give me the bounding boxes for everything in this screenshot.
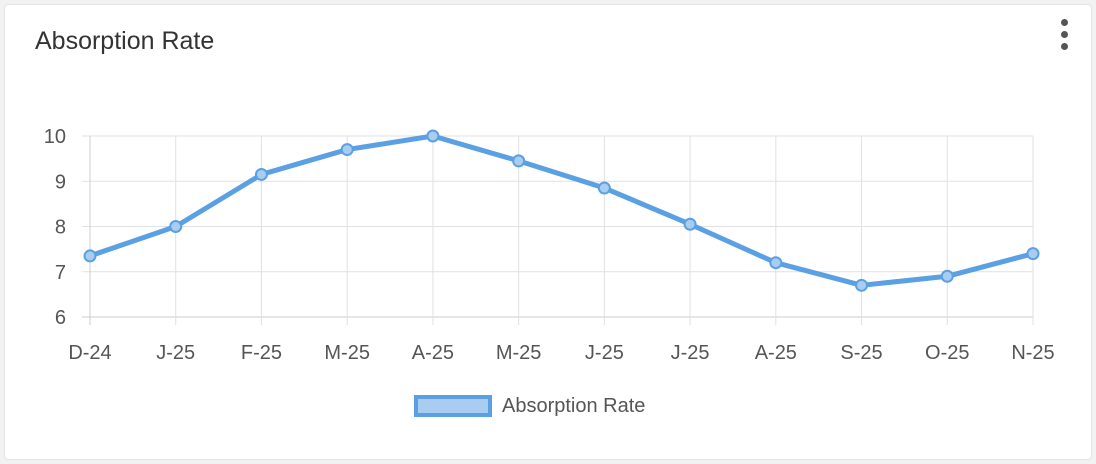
chart-legend[interactable]: Absorption Rate (414, 391, 645, 421)
x-tick-label: A-25 (755, 342, 797, 364)
card-title: Absorption Rate (35, 27, 215, 55)
x-tick-label: J-25 (156, 342, 195, 364)
legend-swatch (414, 395, 492, 417)
series-layer (83, 129, 1040, 292)
legend-label: Absorption Rate (502, 394, 646, 417)
y-axis-ticks: 6 7 8 9 10 (44, 126, 66, 329)
series-line (87, 133, 1036, 288)
x-tick-label: J-25 (585, 342, 624, 364)
data-point[interactable] (426, 129, 440, 143)
x-tick-label: M-25 (324, 342, 370, 364)
data-point[interactable] (683, 217, 697, 231)
x-tick-label: J-25 (671, 342, 710, 364)
data-point[interactable] (169, 220, 183, 233)
chart-card: Absorption Rate (4, 4, 1092, 460)
y-tick-label: 9 (55, 171, 66, 193)
data-point[interactable] (769, 256, 783, 270)
data-point[interactable] (512, 154, 526, 168)
x-tick-label: S-25 (840, 342, 882, 364)
x-tick-label: M-25 (496, 342, 542, 364)
data-point[interactable] (597, 181, 611, 195)
data-point[interactable] (340, 143, 354, 157)
y-tick-label: 8 (55, 217, 66, 239)
x-tick-label: N-25 (1011, 342, 1054, 364)
data-point[interactable] (940, 269, 954, 283)
y-tick-label: 10 (44, 126, 66, 148)
x-tick-label: A-25 (412, 342, 454, 364)
x-tick-label: O-25 (925, 342, 969, 364)
x-tick-label: F-25 (241, 342, 282, 364)
y-tick-label: 7 (55, 262, 66, 284)
data-point[interactable] (83, 249, 97, 263)
grid-layer (82, 135, 1034, 325)
x-tick-label: D-24 (68, 342, 111, 364)
data-point[interactable] (1026, 247, 1040, 261)
data-point[interactable] (855, 278, 869, 292)
x-axis-ticks: D-24 J-25 F-25 M-25 A-25 M-25 J-25 J-25 A-25 S-25… (68, 342, 1054, 364)
data-point[interactable] (254, 167, 268, 181)
more-options-button[interactable] (1055, 19, 1075, 55)
y-tick-label: 6 (55, 307, 66, 329)
